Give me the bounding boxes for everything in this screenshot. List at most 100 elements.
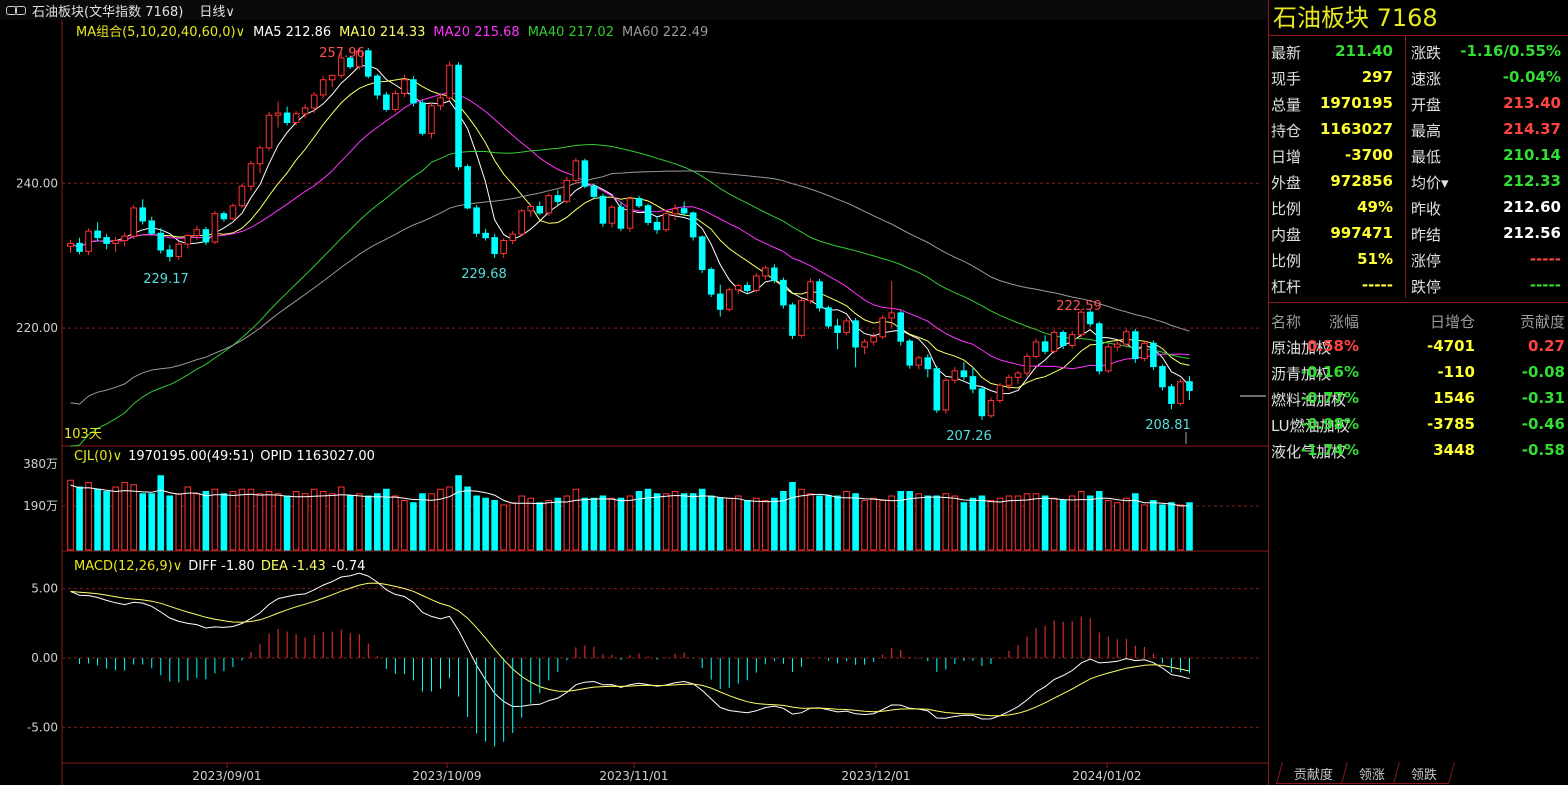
quote-value: ----- <box>1361 276 1393 294</box>
link-icon[interactable] <box>6 5 26 15</box>
ma-legend-item: MA40 217.02 <box>528 25 614 40</box>
candle-body <box>437 97 444 107</box>
candle-body <box>653 221 661 231</box>
column-header-c1[interactable]: 涨幅 <box>1328 313 1359 331</box>
candle-body <box>103 237 110 244</box>
ma60-line <box>70 170 1190 405</box>
volume-bar <box>734 495 742 551</box>
volume-bar <box>337 486 345 551</box>
volume-bar <box>103 491 110 551</box>
candle-body <box>301 107 309 115</box>
volume-bar <box>1077 491 1085 551</box>
component-change: -0.16% <box>1300 363 1359 381</box>
component-name: 燃料油加权 <box>1271 391 1347 409</box>
candle-body <box>744 284 751 291</box>
volume-tick-label: 380万 <box>23 457 58 471</box>
quote-value: 214.37 <box>1503 120 1561 138</box>
candle-body <box>446 64 453 99</box>
volume-bar <box>211 488 219 551</box>
candle-body <box>590 185 598 197</box>
candle-body <box>292 113 300 123</box>
column-header-name[interactable]: 名称 <box>1271 313 1302 331</box>
volume-bar <box>807 493 814 551</box>
candle-body <box>825 307 832 327</box>
quote-label: 内盘 <box>1271 226 1302 244</box>
component-oi-change: -4701 <box>1427 337 1475 355</box>
candle-body <box>419 102 426 134</box>
candle-body <box>1041 341 1049 352</box>
candle-body <box>879 317 886 338</box>
volume-bar <box>1014 495 1022 551</box>
date-axis-label: 2023/09/01 <box>192 769 261 783</box>
volume-bar <box>374 493 381 551</box>
tab-label: 领涨 <box>1358 768 1385 783</box>
candle-body <box>1132 331 1139 360</box>
quote-value: 51% <box>1357 250 1393 268</box>
component-row[interactable]: LU燃油加权 -0.98% -3785 -0.46 <box>1269 412 1568 438</box>
candle-body <box>1023 355 1031 374</box>
price-tick-label: 240.00 <box>16 176 58 190</box>
quote-divider <box>1405 36 1406 298</box>
volume-bar <box>725 497 733 551</box>
candle-body <box>238 185 246 207</box>
volume-bar <box>545 500 553 551</box>
candle-body <box>915 357 923 366</box>
candle-body <box>996 384 1004 402</box>
volume-bar <box>816 495 823 551</box>
candle-body <box>599 195 607 224</box>
period-selector[interactable]: 日线∨ <box>199 4 235 20</box>
quote-label: 均价▾ <box>1411 174 1449 192</box>
candle-body <box>202 229 210 243</box>
annotation-low: 229.68 <box>461 267 507 282</box>
column-header-c2[interactable]: 日增仓 <box>1429 313 1475 331</box>
quote-value: 213.40 <box>1503 94 1561 112</box>
candle-body <box>491 237 498 255</box>
volume-bar <box>175 493 183 551</box>
volume-bar <box>716 497 724 551</box>
component-row[interactable]: 沥青加权 -0.16% -110 -0.08 <box>1269 360 1568 386</box>
volume-bar <box>301 493 309 551</box>
volume-bar <box>996 497 1004 551</box>
candle-body <box>1150 342 1157 368</box>
quote-row: 比例 51% 涨停 ----- <box>1269 246 1568 272</box>
macd-tick-label: 5.00 <box>31 582 58 596</box>
component-row[interactable]: 原油加权 0.58% -4701 0.27 <box>1269 334 1568 360</box>
candle-body <box>608 206 616 224</box>
candle-body <box>1059 331 1067 347</box>
volume-bar <box>671 491 679 551</box>
candle-body <box>960 370 968 378</box>
volume-bar <box>852 493 859 551</box>
component-row[interactable]: 液化气加权 -1.74% 3448 -0.58 <box>1269 438 1568 464</box>
quote-value: 1163027 <box>1319 120 1393 138</box>
column-header-c3[interactable]: 贡献度 <box>1519 313 1565 331</box>
quote-label: 比例 <box>1271 252 1302 270</box>
volume-bar <box>518 495 526 551</box>
quote-value: 210.14 <box>1503 146 1561 164</box>
component-row[interactable]: 燃料油加权 -0.77% 1546 -0.31 <box>1269 386 1568 412</box>
volume-bar <box>292 491 300 551</box>
tab-0[interactable]: 贡献度 <box>1276 762 1351 784</box>
volume-tick-label: 190万 <box>23 499 58 513</box>
top-bar: 石油板块(文华指数 7168) 日线∨ <box>0 0 1268 20</box>
volume-indicator-selector: CJL(0)∨ <box>74 449 122 464</box>
kline-chart[interactable]: 240.00 220.00 257.96 229.17 229.68 222.59 207.… <box>0 20 1268 785</box>
quote-label: 现手 <box>1271 70 1302 88</box>
tab-2[interactable]: 领跌 <box>1393 762 1455 784</box>
candle-body <box>211 213 219 243</box>
volume-bar <box>419 493 426 551</box>
candle-body <box>130 207 137 237</box>
candle-body <box>906 340 914 366</box>
candle-body <box>852 320 859 348</box>
chart-area[interactable]: 240.00 220.00 257.96 229.17 229.68 222.59 207.… <box>0 20 1268 785</box>
volume-bar <box>689 493 697 551</box>
candle-body <box>355 50 363 68</box>
volume-bar <box>355 493 363 551</box>
candle-body <box>734 284 742 291</box>
quote-value: ----- <box>1529 250 1561 268</box>
date-axis-label: 2024/01/02 <box>1072 769 1141 783</box>
volume-bar <box>220 493 228 551</box>
volume-bar <box>1050 497 1058 551</box>
component-oi-change: -110 <box>1437 363 1475 381</box>
candle-body <box>617 206 625 229</box>
volume-bar <box>121 482 128 551</box>
